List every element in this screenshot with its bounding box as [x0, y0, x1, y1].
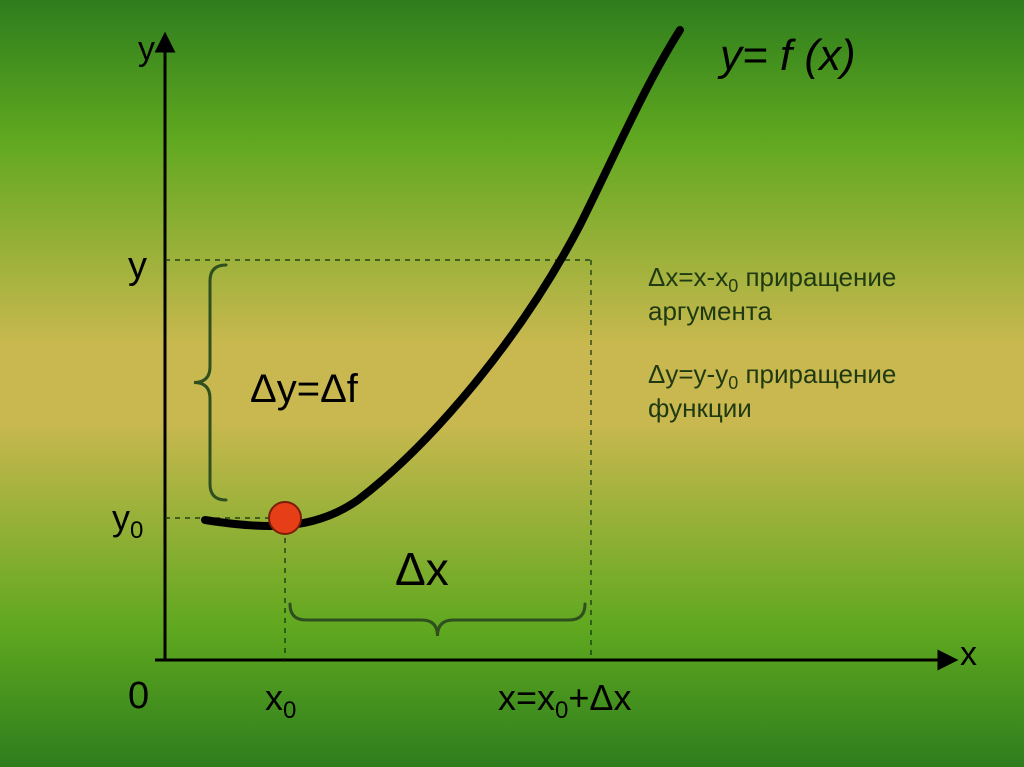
- y_tick: y: [128, 245, 147, 287]
- note2b: функции: [648, 393, 752, 423]
- fn: y= f (x): [717, 31, 856, 80]
- point-x0-y0: [269, 502, 301, 534]
- diagram-stage: yх0yy0x0x=x0+ΔxΔy=ΔfΔхy= f (x)Δх=х-х0 пр…: [0, 0, 1024, 767]
- origin: 0: [128, 675, 149, 717]
- dy_eq: Δy=Δf: [250, 367, 359, 411]
- diagram-svg: yх0yy0x0x=x0+ΔxΔy=ΔfΔхy= f (x)Δх=х-х0 пр…: [0, 0, 1024, 767]
- axis_x: х: [960, 635, 977, 673]
- note1b: аргумента: [648, 296, 772, 326]
- axis_y: y: [138, 30, 155, 68]
- dx_lbl: Δх: [395, 543, 449, 595]
- note1: Δх=х-х0 приращение: [648, 262, 896, 296]
- note2: Δy=y-y0 приращение: [648, 359, 896, 393]
